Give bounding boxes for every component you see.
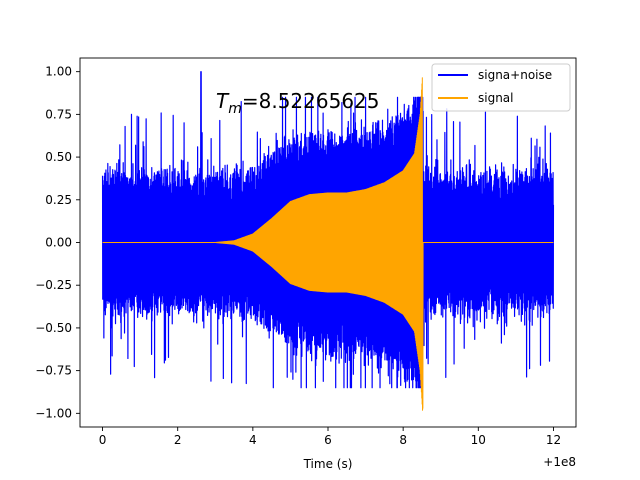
legend: signa+noise signal — [431, 63, 571, 112]
legend-label-signal: signal — [478, 91, 514, 105]
series-line-signal — [102, 77, 554, 411]
annotation-subscript: m — [228, 101, 242, 117]
annotation-value: =8.52265625 — [242, 89, 380, 113]
y-tick-label: 1.00 — [45, 65, 72, 79]
y-tick-label: −0.25 — [35, 278, 72, 292]
x-offset-label: +1e8 — [543, 455, 576, 469]
x-tick-label: 12 — [546, 433, 561, 447]
y-tick-label: −1.00 — [35, 406, 72, 420]
y-tick-label: 0.00 — [45, 236, 72, 250]
annotation-symbol: T — [216, 89, 230, 113]
y-tick-label: 0.75 — [45, 107, 72, 121]
x-tick-label: 0 — [99, 433, 107, 447]
x-tick-label: 2 — [174, 433, 182, 447]
merger-time-annotation: Tm=8.52265625 — [216, 89, 380, 117]
y-tick-label: 0.50 — [45, 150, 72, 164]
x-tick-label: 4 — [249, 433, 257, 447]
y-tick-label: −0.50 — [35, 321, 72, 335]
x-tick-label: 8 — [399, 433, 407, 447]
y-tick-label: −0.75 — [35, 364, 72, 378]
y-tick-label: 0.25 — [45, 193, 72, 207]
x-tick-label: 6 — [324, 433, 332, 447]
x-axis-label: Time (s) — [303, 457, 353, 471]
series-line-signa-noise — [101, 71, 555, 389]
x-tick-label: 10 — [471, 433, 486, 447]
y-axis: −1.00 −0.75 −0.50 −0.25 0.00 0.25 0.50 0.75 1.00 — [35, 65, 80, 420]
x-axis: 0 2 4 6 8 10 12 — [99, 427, 561, 447]
series-layer — [101, 71, 555, 411]
legend-label-signa-noise: signa+noise — [478, 68, 552, 82]
